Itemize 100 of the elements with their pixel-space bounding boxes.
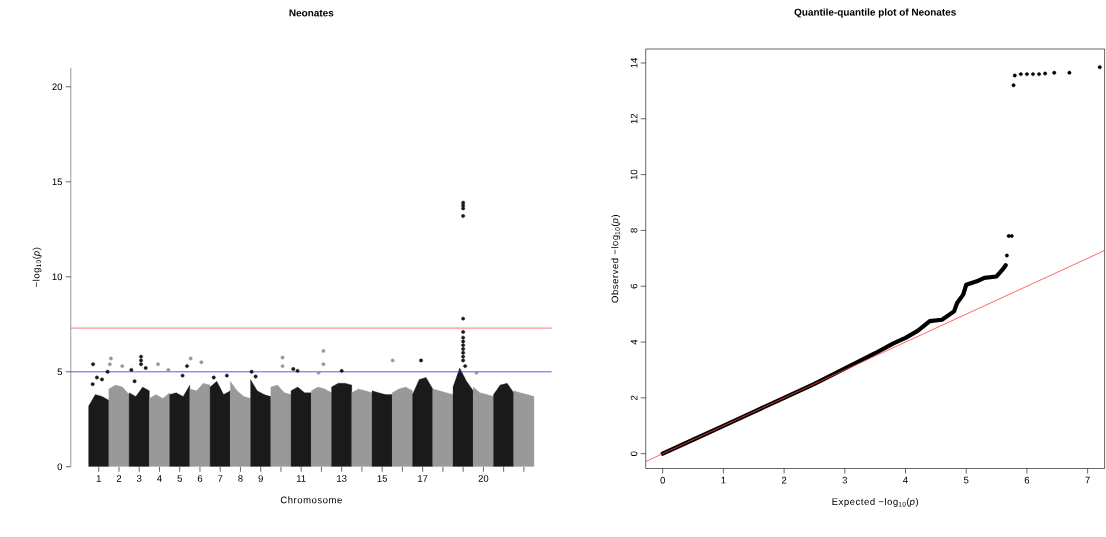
x-axis-title: Expected −log$_{10}$(p): [832, 498, 919, 507]
point: [1006, 234, 1011, 238]
x-tick-label: 2: [116, 475, 122, 482]
point: [461, 203, 466, 208]
point: [1097, 65, 1102, 70]
y-tick-label: 8: [630, 228, 638, 233]
x-axis-title: Chromosome: [280, 496, 342, 504]
point: [166, 368, 171, 372]
x-tick-label: 6: [1024, 476, 1030, 484]
chart-title: Neonates: [289, 9, 334, 17]
point: [316, 370, 321, 375]
point: [280, 355, 285, 360]
x-tick-label: 8: [238, 475, 243, 482]
x-tick-label: 2: [781, 476, 787, 484]
point: [461, 330, 466, 334]
point: [1012, 73, 1017, 78]
y-tick-label: 15: [52, 178, 63, 186]
point: [461, 354, 466, 359]
y-tick-label: 20: [52, 83, 63, 91]
point: [224, 373, 229, 378]
point: [139, 354, 143, 359]
point: [199, 360, 204, 365]
x-tick-label: 1: [721, 476, 726, 484]
point: [339, 368, 344, 373]
y-tick-label: 6: [630, 284, 638, 289]
point: [461, 339, 466, 344]
y-tick-label: 0: [57, 463, 63, 471]
point: [129, 368, 134, 372]
y-tick-label: 0: [630, 451, 638, 456]
point: [95, 375, 99, 380]
x-tick-label: 9: [258, 475, 263, 482]
x-tick-label: 1: [96, 475, 101, 482]
point: [253, 374, 258, 379]
y-tick-label: 10: [630, 169, 638, 180]
point: [1031, 72, 1035, 77]
x-tick-label: 13: [337, 475, 347, 482]
point: [100, 377, 104, 382]
point: [1043, 71, 1048, 76]
y-tick-label: 12: [630, 113, 638, 124]
chart-title: Quantile-quantile plot of Neonates: [794, 8, 956, 18]
point: [107, 362, 112, 367]
point: [461, 343, 466, 348]
point: [1052, 70, 1057, 75]
x-tick-label: 5: [177, 475, 182, 482]
point: [180, 373, 185, 378]
point: [90, 382, 95, 387]
y-tick-label: 14: [630, 57, 638, 68]
point: [1025, 72, 1029, 77]
y-tick-label: 5: [57, 368, 63, 376]
y-tick-label: 4: [630, 339, 638, 345]
point: [1067, 70, 1072, 75]
point: [1004, 253, 1009, 258]
point: [120, 364, 125, 368]
x-tick-label: 4: [903, 476, 908, 484]
x-tick-label: 11: [296, 475, 306, 482]
point: [143, 366, 148, 370]
point: [461, 200, 466, 205]
point: [321, 349, 326, 353]
x-tick-label: 7: [1085, 476, 1090, 484]
point: [291, 367, 296, 371]
x-tick-label: 20: [478, 475, 489, 482]
point: [295, 368, 300, 373]
point: [91, 362, 95, 367]
point: [139, 362, 143, 367]
x-tick-label: 7: [218, 475, 223, 482]
point: [1037, 72, 1041, 77]
point: [461, 350, 466, 355]
point: [390, 358, 395, 363]
point: [280, 364, 285, 368]
point: [132, 379, 137, 384]
point: [249, 369, 254, 374]
x-tick-label: 17: [418, 475, 428, 482]
point: [1011, 83, 1016, 88]
point: [461, 335, 466, 340]
y-tick-label: 10: [52, 273, 63, 281]
point: [139, 358, 143, 363]
point: [188, 356, 193, 361]
x-tick-label: 15: [377, 475, 388, 482]
point: [211, 375, 216, 380]
point: [108, 356, 113, 361]
x-tick-label: 3: [136, 475, 142, 482]
point: [156, 362, 160, 367]
point: [461, 347, 466, 351]
x-tick-label: 0: [660, 476, 665, 484]
point: [185, 364, 189, 368]
point: [461, 358, 466, 363]
point: [105, 369, 110, 374]
point: [1009, 234, 1014, 238]
point: [461, 214, 466, 218]
point: [321, 362, 326, 367]
point: [474, 370, 479, 375]
point: [419, 358, 423, 363]
x-tick-label: 5: [963, 476, 969, 484]
point: [1018, 72, 1023, 77]
x-tick-label: 4: [157, 475, 162, 482]
y-tick-label: 2: [630, 395, 638, 401]
point: [461, 206, 466, 211]
point: [463, 364, 468, 368]
x-tick-label: 3: [842, 476, 848, 484]
x-tick-label: 6: [197, 475, 203, 482]
